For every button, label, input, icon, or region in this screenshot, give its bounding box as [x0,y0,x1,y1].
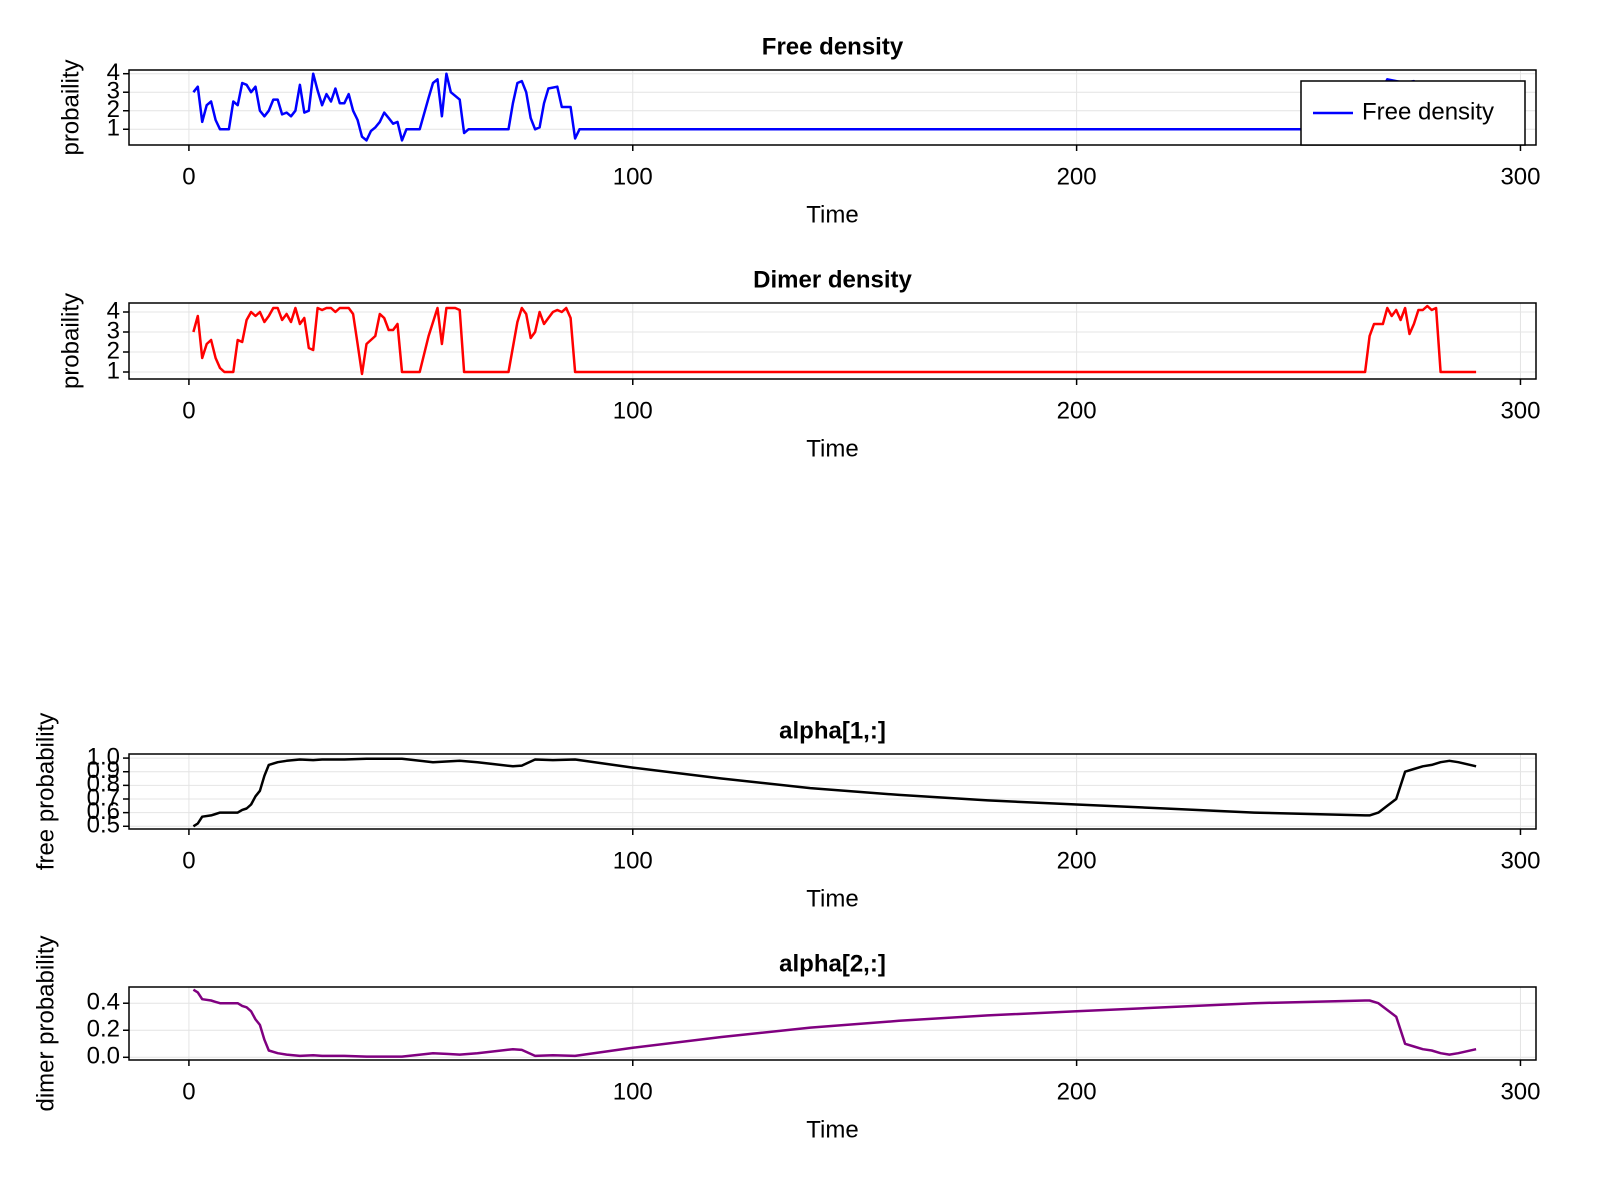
x-axis-label: Time [806,885,858,912]
data-line [192,988,1477,1058]
y-tick-label: 0.0 [87,1043,120,1070]
y-tick-label: 4 [107,297,120,324]
x-tick-label: 100 [613,397,653,424]
y-tick-label: 1 [107,115,120,142]
x-tick-label: 0 [182,847,195,874]
subplot-title: Free density [762,33,904,60]
plot-area [192,304,1477,376]
axes-frame [128,753,1537,830]
y-tick-label: 2 [107,337,120,364]
x-tick-label: 100 [613,163,653,190]
data-line [192,757,1477,828]
plot-area [192,72,1477,142]
x-axis-label: Time [806,201,858,228]
y-tick-label: 0.5 [87,812,120,839]
x-tick-label: 200 [1057,163,1097,190]
axes-frame [128,69,1537,146]
y-axis-label: probaility [57,293,84,389]
x-tick-label: 300 [1500,163,1540,190]
x-tick-label: 100 [613,847,653,874]
y-axis-label: probaility [57,59,84,155]
y-tick-label: 1 [107,357,120,384]
y-tick-label: 3 [107,78,120,105]
x-tick-label: 100 [613,1078,653,1105]
x-tick-label: 200 [1057,397,1097,424]
plot-area [192,988,1477,1058]
subplot-title: Dimer density [753,266,912,293]
y-axis-label: dimer probability [32,935,59,1111]
subplot: 0 100 200 300 0.50.60.70.80.91.0 alpha[1,:] Ti… [32,713,1540,913]
y-tick-label: 4 [107,59,120,86]
x-tick-label: 200 [1057,1078,1097,1105]
y-tick-label: 1.0 [87,743,120,770]
x-tick-label: 0 [182,1078,195,1105]
subplot-title: alpha[2,:] [779,950,886,977]
y-axis-label: free probability [32,713,59,870]
plot-area [192,757,1477,828]
data-line [192,304,1477,376]
y-tick-label: 0.2 [87,1016,120,1043]
x-tick-label: 300 [1500,847,1540,874]
x-tick-label: 0 [182,397,195,424]
x-tick-label: 200 [1057,847,1097,874]
x-tick-label: 300 [1500,1078,1540,1105]
y-tick-label: 2 [107,96,120,123]
legend-label: Free density [1362,98,1494,125]
x-tick-label: 300 [1500,397,1540,424]
y-tick-label: 3 [107,317,120,344]
axes-frame [128,986,1537,1061]
y-tick-label: 0.9 [87,757,120,784]
x-tick-label: 0 [182,163,195,190]
y-tick-label: 0.6 [87,798,120,825]
data-line [192,72,1477,142]
x-axis-label: Time [806,435,858,462]
legend: Free density [1300,80,1526,146]
y-tick-label: 0.4 [87,989,120,1016]
y-tick-label: 0.7 [87,784,120,811]
x-axis-label: Time [806,1116,858,1143]
axes-frame [128,302,1537,380]
subplot: 0 100 200 300 0.00.20.4 alpha[2,:] Time dimer p… [32,935,1540,1143]
y-tick-label: 0.8 [87,771,120,798]
subplot-title: alpha[1,:] [779,717,886,744]
